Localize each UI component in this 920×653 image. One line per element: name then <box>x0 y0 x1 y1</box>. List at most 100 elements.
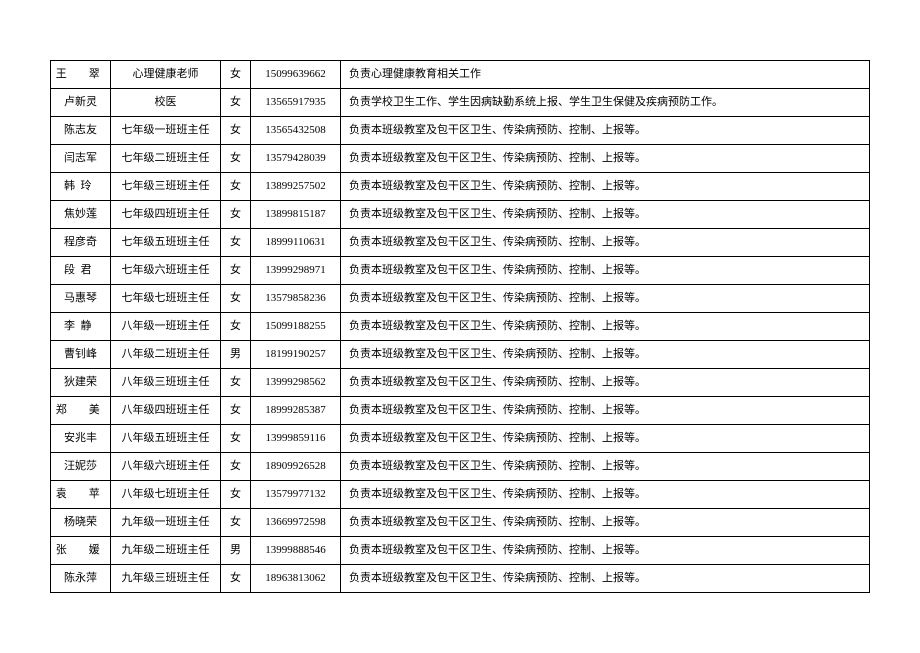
cell-role: 八年级七班班主任 <box>111 481 221 509</box>
cell-gender: 男 <box>221 341 251 369</box>
table-row: 王 翠心理健康老师女15099639662负责心理健康教育相关工作 <box>51 61 870 89</box>
cell-duty: 负责本班级教室及包干区卫生、传染病预防、控制、上报等。 <box>341 453 870 481</box>
cell-duty: 负责本班级教室及包干区卫生、传染病预防、控制、上报等。 <box>341 537 870 565</box>
cell-phone: 13899815187 <box>251 201 341 229</box>
cell-phone: 13999298971 <box>251 257 341 285</box>
cell-gender: 女 <box>221 565 251 593</box>
cell-name: 杨晓荣 <box>51 509 111 537</box>
cell-phone: 15099188255 <box>251 313 341 341</box>
cell-duty: 负责本班级教室及包干区卫生、传染病预防、控制、上报等。 <box>341 341 870 369</box>
table-row: 陈永萍九年级三班班主任女18963813062负责本班级教室及包干区卫生、传染病… <box>51 565 870 593</box>
cell-name: 程彦奇 <box>51 229 111 257</box>
table-body: 王 翠心理健康老师女15099639662负责心理健康教育相关工作卢新灵校医女1… <box>51 61 870 593</box>
cell-role: 九年级一班班主任 <box>111 509 221 537</box>
cell-gender: 女 <box>221 285 251 313</box>
cell-gender: 女 <box>221 257 251 285</box>
cell-phone: 13579428039 <box>251 145 341 173</box>
cell-role: 七年级二班班主任 <box>111 145 221 173</box>
table-row: 闫志军七年级二班班主任女13579428039负责本班级教室及包干区卫生、传染病… <box>51 145 870 173</box>
cell-role: 七年级四班班主任 <box>111 201 221 229</box>
cell-gender: 女 <box>221 313 251 341</box>
cell-phone: 15099639662 <box>251 61 341 89</box>
table-row: 李静八年级一班班主任女15099188255负责本班级教室及包干区卫生、传染病预… <box>51 313 870 341</box>
cell-role: 七年级三班班主任 <box>111 173 221 201</box>
table-row: 马惠琴七年级七班班主任女13579858236负责本班级教室及包干区卫生、传染病… <box>51 285 870 313</box>
cell-name: 闫志军 <box>51 145 111 173</box>
cell-duty: 负责本班级教室及包干区卫生、传染病预防、控制、上报等。 <box>341 145 870 173</box>
cell-duty: 负责本班级教室及包干区卫生、传染病预防、控制、上报等。 <box>341 369 870 397</box>
table-row: 张 媛九年级二班班主任男13999888546负责本班级教室及包干区卫生、传染病… <box>51 537 870 565</box>
cell-role: 七年级五班班主任 <box>111 229 221 257</box>
cell-role: 八年级四班班主任 <box>111 397 221 425</box>
cell-name: 段君 <box>51 257 111 285</box>
table-row: 韩玲七年级三班班主任女13899257502负责本班级教室及包干区卫生、传染病预… <box>51 173 870 201</box>
cell-duty: 负责本班级教室及包干区卫生、传染病预防、控制、上报等。 <box>341 397 870 425</box>
cell-role: 心理健康老师 <box>111 61 221 89</box>
cell-name: 狄建荣 <box>51 369 111 397</box>
cell-gender: 女 <box>221 201 251 229</box>
cell-gender: 女 <box>221 481 251 509</box>
cell-duty: 负责本班级教室及包干区卫生、传染病预防、控制、上报等。 <box>341 285 870 313</box>
cell-gender: 女 <box>221 145 251 173</box>
cell-duty: 负责本班级教室及包干区卫生、传染病预防、控制、上报等。 <box>341 509 870 537</box>
cell-gender: 女 <box>221 117 251 145</box>
cell-role: 七年级七班班主任 <box>111 285 221 313</box>
table-row: 袁 苹八年级七班班主任女13579977132负责本班级教室及包干区卫生、传染病… <box>51 481 870 509</box>
cell-phone: 18999285387 <box>251 397 341 425</box>
cell-duty: 负责本班级教室及包干区卫生、传染病预防、控制、上报等。 <box>341 565 870 593</box>
cell-name: 陈志友 <box>51 117 111 145</box>
cell-role: 八年级一班班主任 <box>111 313 221 341</box>
cell-duty: 负责学校卫生工作、学生因病缺勤系统上报、学生卫生保健及疾病预防工作。 <box>341 89 870 117</box>
cell-role: 七年级六班班主任 <box>111 257 221 285</box>
table-row: 曹钊峰八年级二班班主任男18199190257负责本班级教室及包干区卫生、传染病… <box>51 341 870 369</box>
cell-gender: 女 <box>221 453 251 481</box>
cell-duty: 负责本班级教室及包干区卫生、传染病预防、控制、上报等。 <box>341 481 870 509</box>
cell-phone: 18963813062 <box>251 565 341 593</box>
cell-phone: 13565432508 <box>251 117 341 145</box>
table-row: 程彦奇七年级五班班主任女18999110631负责本班级教室及包干区卫生、传染病… <box>51 229 870 257</box>
cell-gender: 女 <box>221 173 251 201</box>
cell-role: 八年级五班班主任 <box>111 425 221 453</box>
cell-name: 王 翠 <box>51 61 111 89</box>
cell-name: 焦妙莲 <box>51 201 111 229</box>
cell-name: 曹钊峰 <box>51 341 111 369</box>
table-row: 汪妮莎八年级六班班主任女18909926528负责本班级教室及包干区卫生、传染病… <box>51 453 870 481</box>
cell-gender: 女 <box>221 229 251 257</box>
cell-role: 七年级一班班主任 <box>111 117 221 145</box>
cell-duty: 负责心理健康教育相关工作 <box>341 61 870 89</box>
cell-name: 韩玲 <box>51 173 111 201</box>
cell-name: 李静 <box>51 313 111 341</box>
cell-gender: 女 <box>221 397 251 425</box>
staff-duty-table: 王 翠心理健康老师女15099639662负责心理健康教育相关工作卢新灵校医女1… <box>50 60 870 593</box>
cell-phone: 13579977132 <box>251 481 341 509</box>
cell-role: 九年级三班班主任 <box>111 565 221 593</box>
table-row: 段君七年级六班班主任女13999298971负责本班级教室及包干区卫生、传染病预… <box>51 257 870 285</box>
cell-phone: 13999298562 <box>251 369 341 397</box>
cell-gender: 女 <box>221 425 251 453</box>
cell-duty: 负责本班级教室及包干区卫生、传染病预防、控制、上报等。 <box>341 117 870 145</box>
cell-duty: 负责本班级教室及包干区卫生、传染病预防、控制、上报等。 <box>341 201 870 229</box>
table-row: 狄建荣八年级三班班主任女13999298562负责本班级教室及包干区卫生、传染病… <box>51 369 870 397</box>
cell-name: 马惠琴 <box>51 285 111 313</box>
cell-name: 张 媛 <box>51 537 111 565</box>
cell-phone: 13899257502 <box>251 173 341 201</box>
cell-phone: 13669972598 <box>251 509 341 537</box>
cell-gender: 男 <box>221 537 251 565</box>
cell-phone: 13999859116 <box>251 425 341 453</box>
table-row: 陈志友七年级一班班主任女13565432508负责本班级教室及包干区卫生、传染病… <box>51 117 870 145</box>
table-row: 焦妙莲七年级四班班主任女13899815187负责本班级教室及包干区卫生、传染病… <box>51 201 870 229</box>
cell-gender: 女 <box>221 61 251 89</box>
cell-phone: 18999110631 <box>251 229 341 257</box>
cell-role: 九年级二班班主任 <box>111 537 221 565</box>
cell-name: 陈永萍 <box>51 565 111 593</box>
cell-phone: 13999888546 <box>251 537 341 565</box>
cell-name: 安兆丰 <box>51 425 111 453</box>
cell-name: 袁 苹 <box>51 481 111 509</box>
cell-duty: 负责本班级教室及包干区卫生、传染病预防、控制、上报等。 <box>341 425 870 453</box>
cell-name: 卢新灵 <box>51 89 111 117</box>
cell-gender: 女 <box>221 509 251 537</box>
cell-phone: 13579858236 <box>251 285 341 313</box>
table-row: 卢新灵校医女13565917935负责学校卫生工作、学生因病缺勤系统上报、学生卫… <box>51 89 870 117</box>
cell-name: 郑 美 <box>51 397 111 425</box>
cell-duty: 负责本班级教室及包干区卫生、传染病预防、控制、上报等。 <box>341 173 870 201</box>
